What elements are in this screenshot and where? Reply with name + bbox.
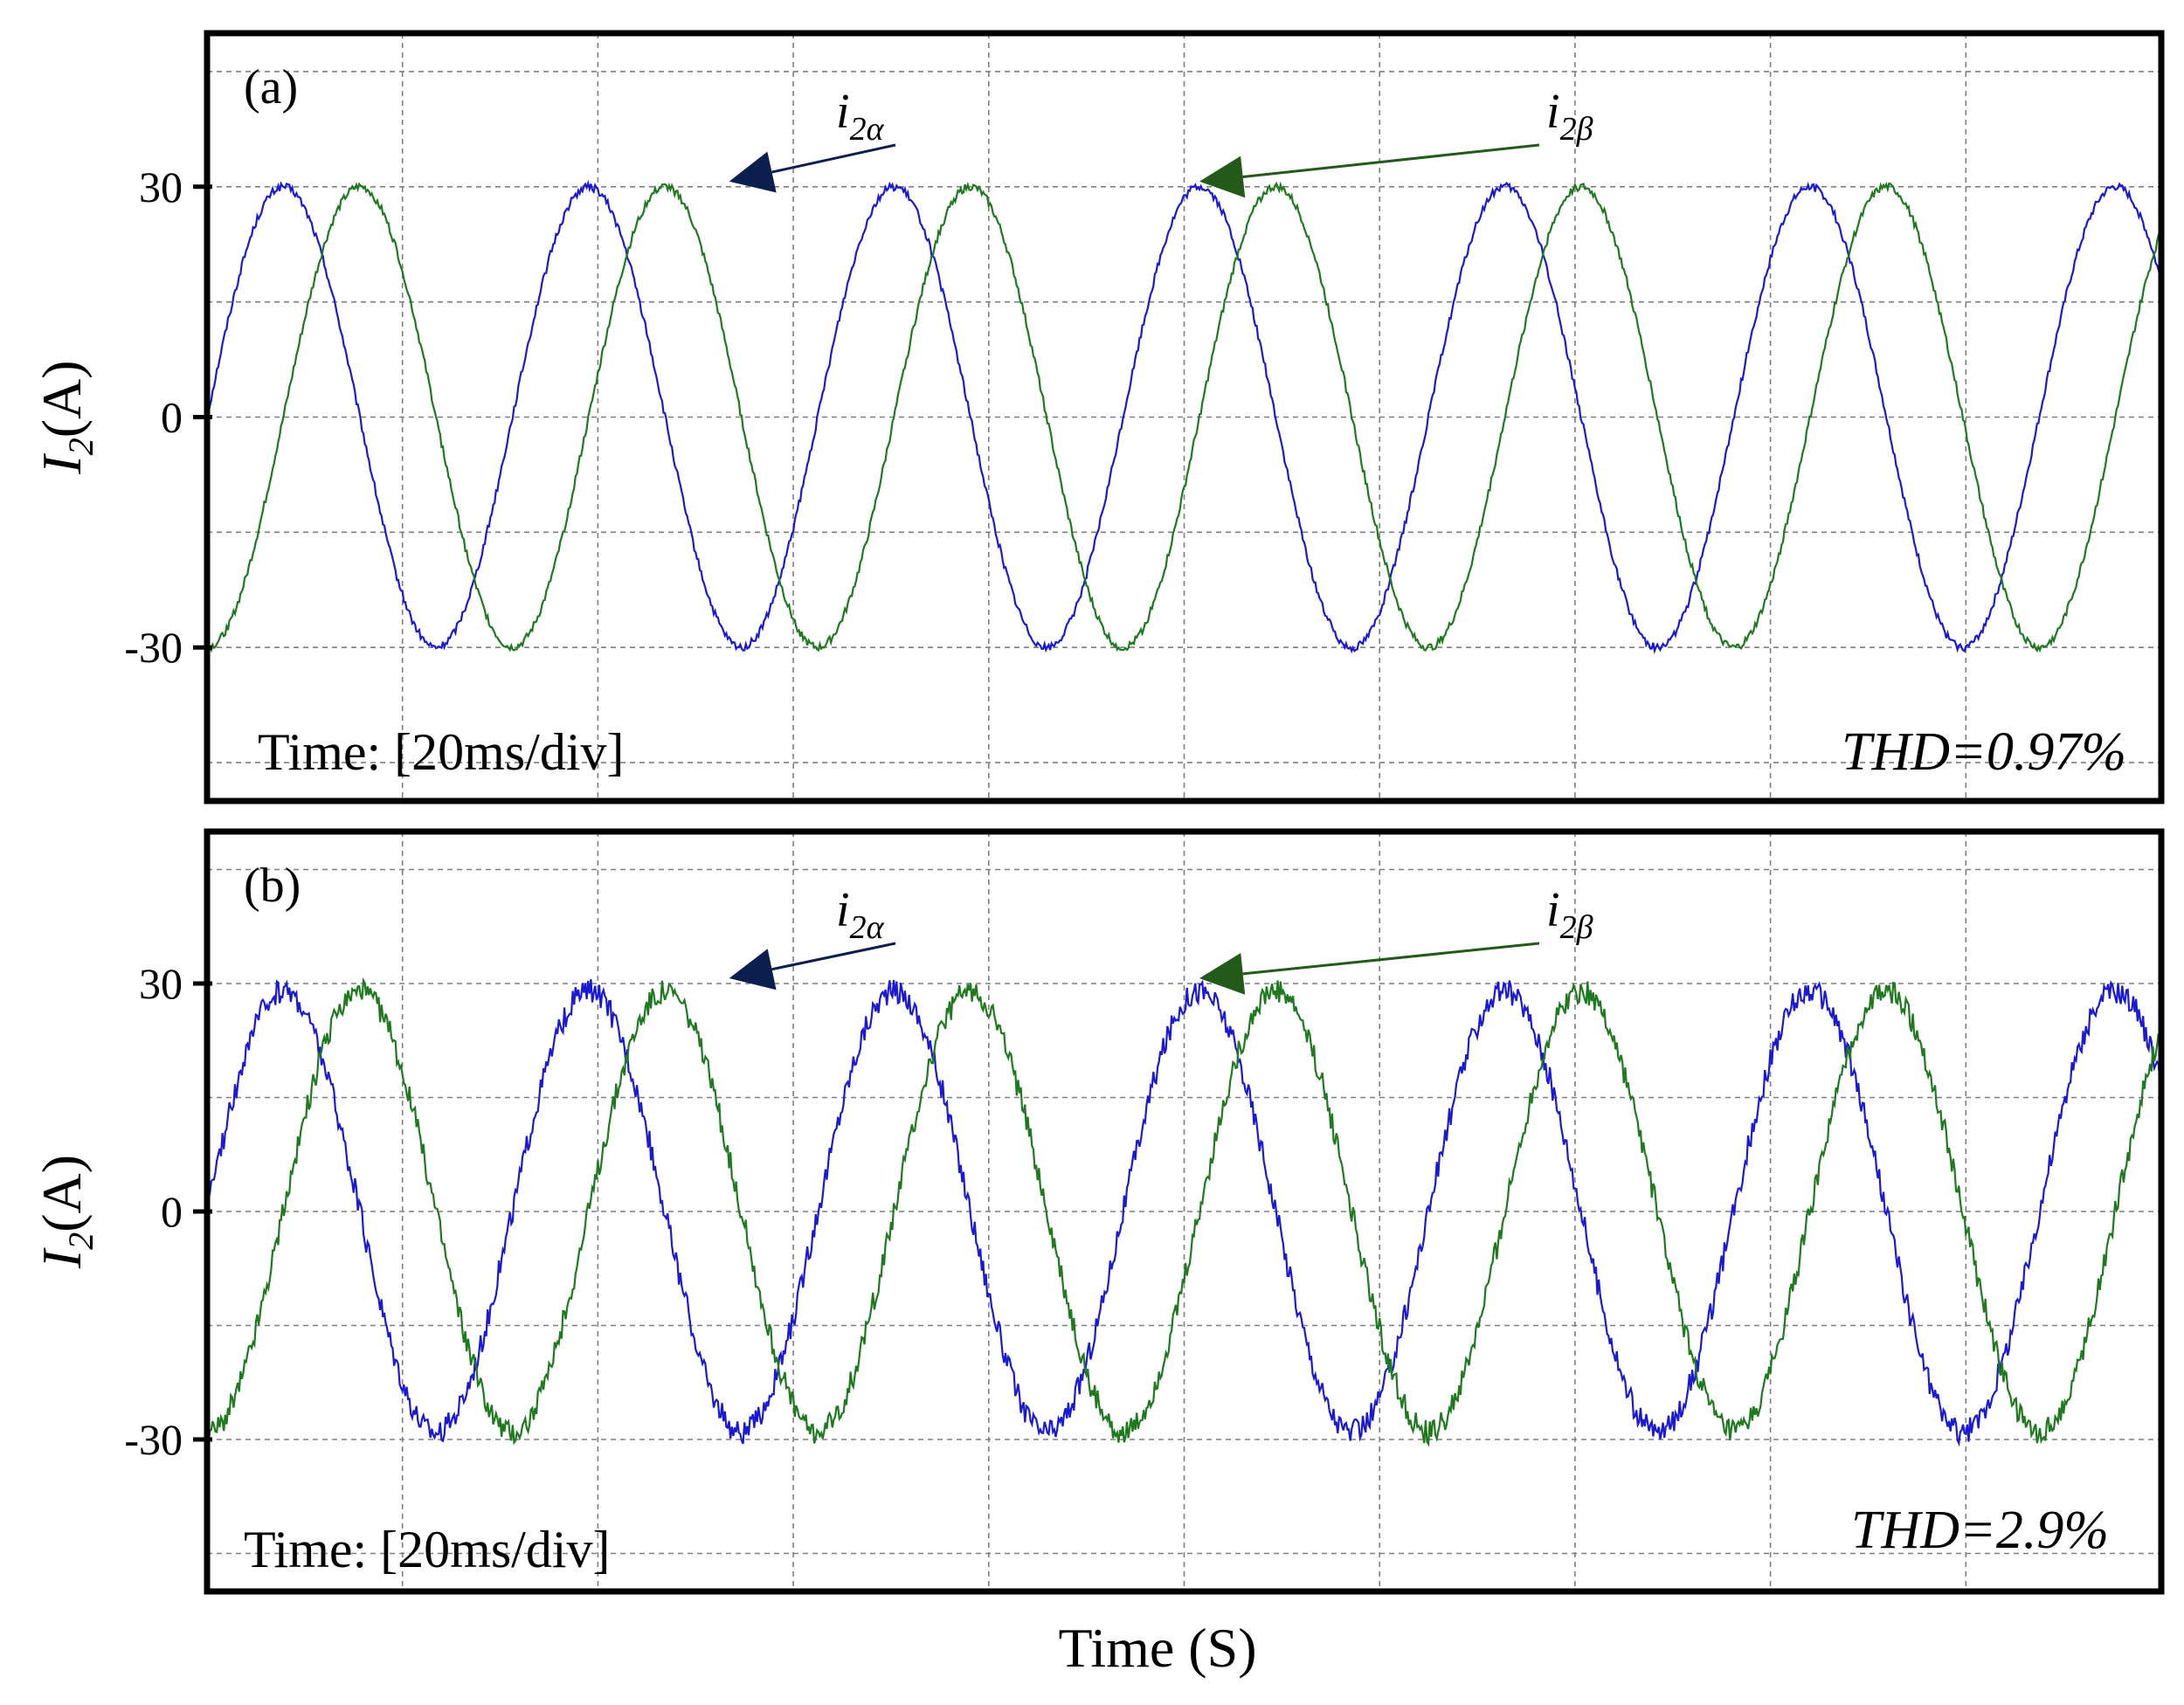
y-axis-label: I2(A)	[31, 1155, 100, 1269]
plot-frame	[204, 828, 2165, 1595]
arrow-head-icon	[1199, 155, 1246, 198]
y-axis-label: I2(A)	[31, 360, 100, 474]
y-tick-label: 0	[161, 393, 183, 442]
panel-b: 30 0 -30 (b) Time: [20ms/div] THD=2.9% I2(A) i2…	[31, 828, 2165, 1595]
series-line-i2beta	[205, 181, 2162, 653]
series-label-i2alpha: i2α	[836, 883, 885, 946]
arrow-head-icon	[729, 949, 777, 991]
panel-label: (b)	[244, 859, 301, 913]
annotation-arrow-line	[771, 942, 896, 971]
grid	[207, 33, 2161, 801]
y-tick-label: 30	[139, 959, 183, 1008]
arrow-head-icon	[1199, 953, 1246, 995]
time-division-note: Time: [20ms/div]	[244, 1521, 611, 1578]
y-tick-label: -30	[124, 1415, 183, 1464]
series-label-i2beta: i2β	[1546, 85, 1593, 148]
time-division-note: Time: [20ms/div]	[258, 723, 625, 781]
series-label-i2beta: i2β	[1546, 883, 1593, 946]
y-tick-label: 0	[161, 1187, 183, 1236]
thd-value: THD=2.9%	[1851, 1501, 2109, 1560]
panel-label: (a)	[244, 60, 298, 114]
x-axis-label: Time (S)	[1058, 1617, 1256, 1679]
series-line-i2alpha	[205, 978, 2163, 1447]
series-line-i2beta	[205, 977, 2163, 1447]
series-line-i2alpha	[205, 179, 2163, 655]
annotation-arrow-line	[771, 143, 896, 174]
y-tick-label: -30	[124, 623, 183, 672]
annotation-arrow-line	[1242, 942, 1540, 976]
series-label-i2alpha: i2α	[836, 85, 885, 148]
annotation-arrow-line	[1242, 143, 1540, 178]
plot-frame	[204, 30, 2165, 804]
y-tick-label: 30	[139, 162, 183, 211]
arrow-head-icon	[729, 151, 777, 193]
grid	[207, 832, 2161, 1591]
thd-value: THD=0.97%	[1842, 722, 2126, 782]
panel-a: 30 0 -30 (a) Time: [20ms/div] THD=0.97% I2(A) i…	[31, 30, 2165, 804]
